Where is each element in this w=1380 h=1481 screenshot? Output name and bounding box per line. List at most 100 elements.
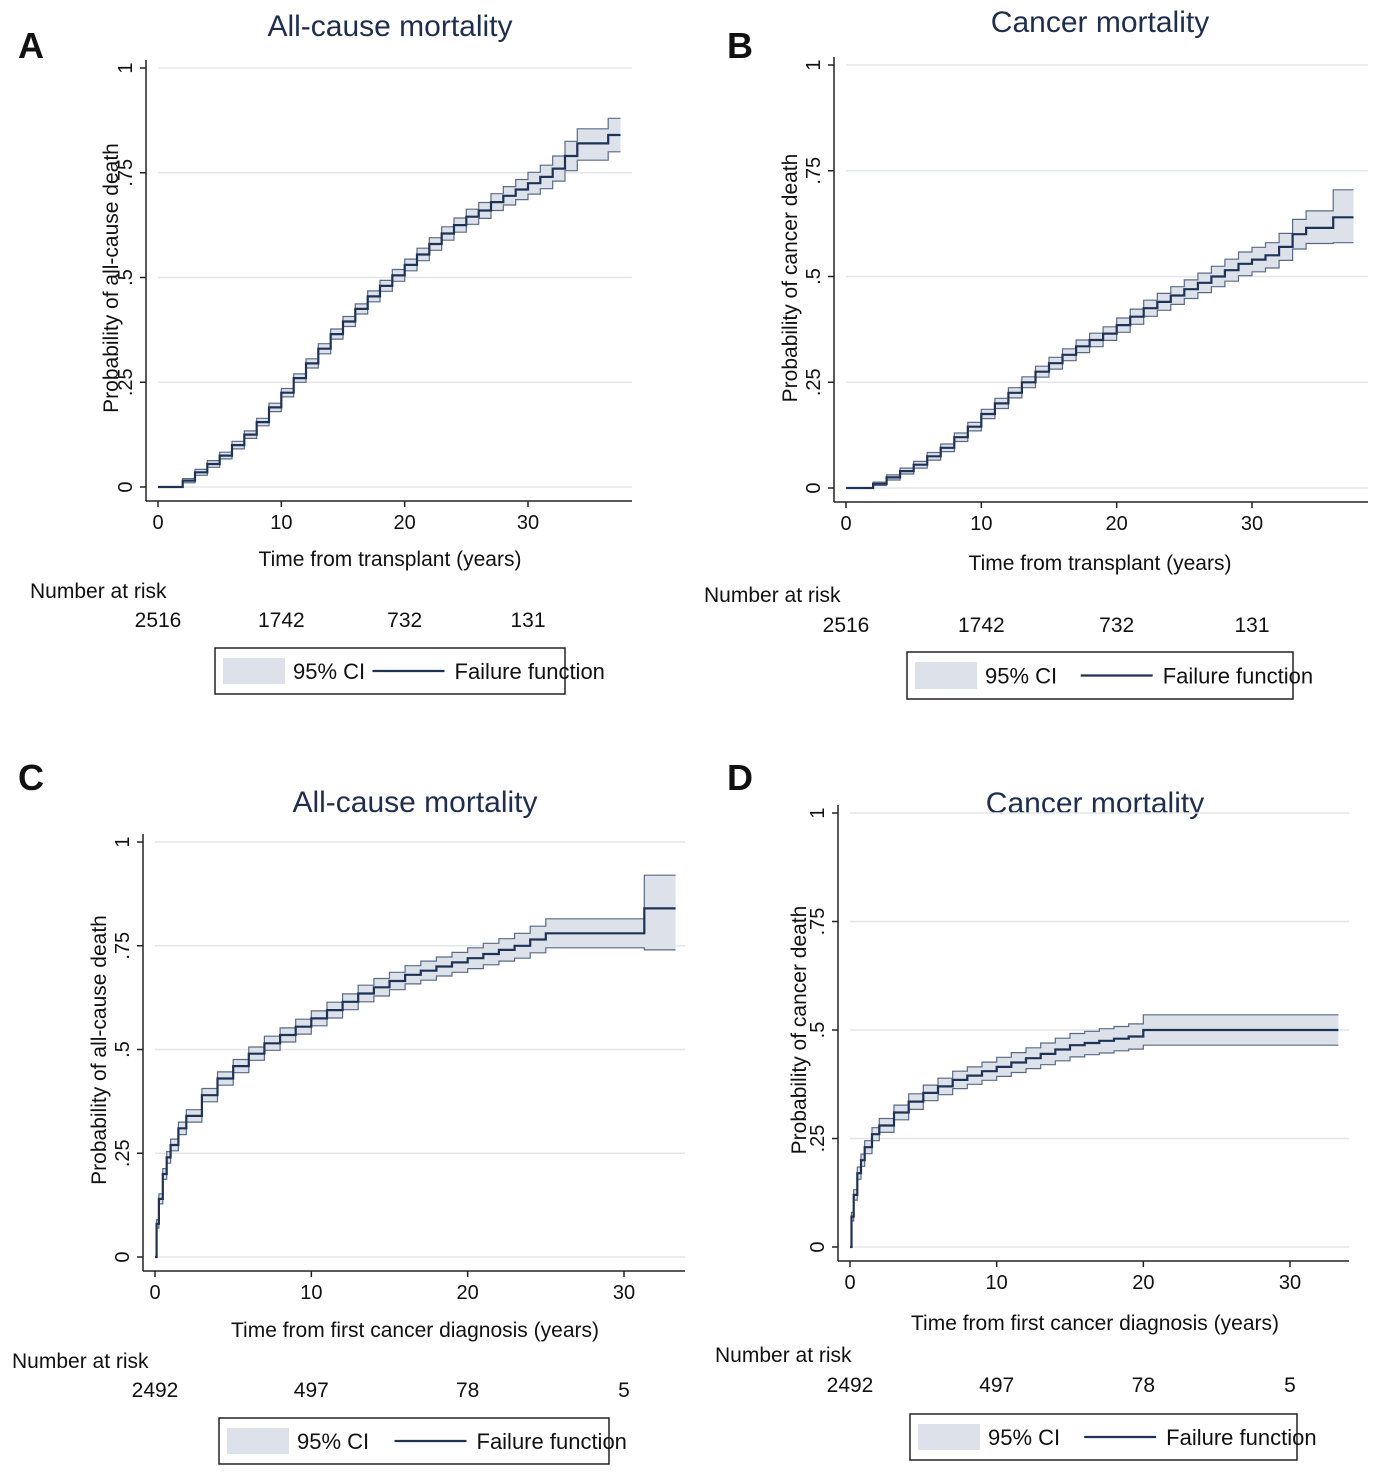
y-tick-label: .75 <box>807 908 829 936</box>
failure-function-line <box>846 216 1354 490</box>
ci-lower-line <box>158 151 621 488</box>
risk-label: Number at risk <box>30 580 167 603</box>
x-axis-label: Time from first cancer diagnosis (years) <box>911 1312 1279 1335</box>
x-tick-label: 20 <box>1106 513 1128 535</box>
y-tick-label: 0 <box>112 1251 134 1262</box>
legend: 95% CI Failure function <box>218 1417 627 1465</box>
failure-function-line <box>850 1028 1339 1249</box>
y-tick-label: .25 <box>112 1139 134 1167</box>
x-tick-label: 10 <box>300 1282 322 1304</box>
legend-ci-label: 95% CI <box>988 1425 1060 1450</box>
y-tick-label: .5 <box>803 268 825 285</box>
x-tick-label: 10 <box>970 513 992 535</box>
chart-title: All-cause mortality <box>267 10 512 43</box>
legend-line-label: Failure function <box>455 659 605 684</box>
legend-ci-label: 95% CI <box>297 1429 369 1454</box>
x-tick-label: 0 <box>152 512 163 534</box>
y-tick-label: .5 <box>115 269 137 286</box>
legend-ci-swatch <box>223 658 285 684</box>
y-axis-label: Probability of all-cause death <box>88 915 111 1185</box>
legend-ci-label: 95% CI <box>985 664 1057 689</box>
risk-value: 1742 <box>258 609 305 632</box>
ci-lower-line <box>846 242 1354 489</box>
y-axis-label: Probability of cancer death <box>779 154 802 403</box>
panel-letter: C <box>18 757 44 798</box>
x-tick-label: 30 <box>517 512 539 534</box>
risk-value: 497 <box>294 1379 329 1402</box>
y-tick-label: 0 <box>803 482 825 493</box>
x-tick-label: 30 <box>613 1282 635 1304</box>
y-tick-label: .75 <box>803 157 825 185</box>
x-tick-label: 0 <box>844 1272 855 1294</box>
ci-band <box>158 118 621 488</box>
failure-function-line <box>155 907 676 1259</box>
legend-ci-label: 95% CI <box>293 659 365 684</box>
x-tick-label: 0 <box>840 513 851 535</box>
risk-value: 497 <box>979 1374 1014 1397</box>
y-tick-label: .25 <box>803 368 825 396</box>
risk-value: 131 <box>510 609 545 632</box>
risk-value: 1742 <box>958 614 1005 637</box>
legend-line-label: Failure function <box>477 1429 627 1454</box>
risk-value: 2516 <box>823 614 870 637</box>
ci-lower-line <box>155 947 676 1258</box>
legend-ci-swatch <box>918 1424 980 1450</box>
x-tick-label: 20 <box>394 512 416 534</box>
legend: 95% CI Failure function <box>214 647 605 695</box>
x-axis-label: Time from first cancer diagnosis (years) <box>231 1319 599 1342</box>
x-tick-label: 30 <box>1279 1272 1301 1294</box>
x-tick-label: 0 <box>149 1282 160 1304</box>
risk-label: Number at risk <box>12 1350 149 1373</box>
y-tick-label: 1 <box>803 59 825 70</box>
x-tick-label: 20 <box>1132 1272 1154 1294</box>
risk-value: 2492 <box>827 1374 874 1397</box>
panel-letter: B <box>727 25 753 66</box>
legend: 95% CI Failure function <box>906 651 1313 700</box>
panel-letter: A <box>18 25 44 66</box>
risk-value: 131 <box>1234 614 1269 637</box>
y-axis-label: Probability of all-cause death <box>100 143 123 413</box>
y-tick-label: 1 <box>115 62 137 73</box>
chart-title: Cancer mortality <box>991 6 1209 39</box>
x-tick-label: 10 <box>986 1272 1008 1294</box>
risk-value: 78 <box>1132 1374 1155 1397</box>
y-axis-label: Probability of cancer death <box>788 906 811 1155</box>
x-tick-label: 20 <box>457 1282 479 1304</box>
legend-line-label: Failure function <box>1166 1425 1316 1450</box>
y-tick-label: .5 <box>112 1041 134 1058</box>
y-tick-label: .5 <box>807 1022 829 1039</box>
y-tick-label: 0 <box>807 1241 829 1252</box>
risk-value: 78 <box>456 1379 479 1402</box>
legend-ci-swatch <box>227 1428 289 1454</box>
panel-letter: D <box>727 757 753 798</box>
risk-value: 5 <box>618 1379 630 1402</box>
y-tick-label: 1 <box>112 836 134 847</box>
chart-title: All-cause mortality <box>292 786 537 819</box>
chart-title: Cancer mortality <box>986 787 1204 820</box>
risk-value: 5 <box>1284 1374 1296 1397</box>
y-tick-label: 0 <box>115 481 137 492</box>
x-axis-label: Time from transplant (years) <box>969 552 1232 575</box>
risk-value: 2516 <box>135 609 182 632</box>
y-tick-label: 1 <box>807 807 829 818</box>
ci-band <box>850 1014 1339 1247</box>
legend: 95% CI Failure function <box>909 1413 1317 1461</box>
risk-value: 732 <box>387 609 422 632</box>
y-tick-label: .75 <box>115 159 137 187</box>
y-tick-label: .25 <box>115 368 137 396</box>
x-tick-label: 10 <box>270 512 292 534</box>
y-tick-label: .25 <box>807 1125 829 1153</box>
x-tick-label: 30 <box>1241 513 1263 535</box>
y-tick-label: .75 <box>112 932 134 960</box>
risk-label: Number at risk <box>715 1344 852 1367</box>
risk-value: 732 <box>1099 614 1134 637</box>
failure-function-line <box>158 133 621 489</box>
risk-label: Number at risk <box>704 584 841 607</box>
legend-line-label: Failure function <box>1163 664 1313 689</box>
x-axis-label: Time from transplant (years) <box>259 548 522 571</box>
